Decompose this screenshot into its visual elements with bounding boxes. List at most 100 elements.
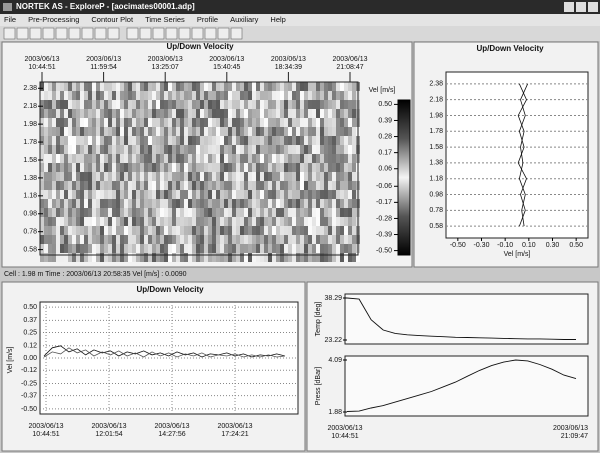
- toolbar-button[interactable]: [217, 27, 230, 40]
- contour-texture: [344, 181, 348, 190]
- contour-texture: [100, 172, 104, 181]
- contour-texture: [168, 199, 172, 208]
- contour-texture: [96, 118, 100, 127]
- toolbar-button[interactable]: [94, 27, 107, 40]
- contour-texture: [160, 217, 164, 226]
- contour-texture: [104, 136, 108, 145]
- contour-texture: [184, 109, 188, 118]
- contour-texture: [180, 235, 184, 244]
- contour-texture: [120, 136, 124, 145]
- contour-texture: [80, 127, 84, 136]
- toolbar-button[interactable]: [191, 27, 204, 40]
- contour-texture: [308, 91, 312, 100]
- menu-item[interactable]: Pre-Processing: [28, 15, 79, 24]
- contour-texture: [204, 100, 208, 109]
- contour-texture: [340, 226, 344, 235]
- toolbar-button[interactable]: [3, 27, 16, 40]
- contour-texture: [276, 109, 280, 118]
- maximize-button[interactable]: [576, 2, 586, 12]
- contour-texture: [320, 181, 324, 190]
- contour-texture: [196, 226, 200, 235]
- contour-texture: [112, 118, 116, 127]
- contour-texture: [176, 145, 180, 154]
- toolbar-button[interactable]: [139, 27, 152, 40]
- menu-item[interactable]: Profile: [197, 15, 218, 24]
- contour-texture: [48, 253, 52, 262]
- menu-item[interactable]: Auxiliary: [230, 15, 259, 24]
- toolbar-button[interactable]: [230, 27, 243, 40]
- contour-texture: [228, 118, 232, 127]
- toolbar-button[interactable]: [55, 27, 68, 40]
- contour-texture: [260, 91, 264, 100]
- colorbar-tick-label: -0.28: [376, 215, 392, 222]
- contour-texture: [224, 253, 228, 262]
- contour-texture: [56, 217, 60, 226]
- contour-texture: [136, 100, 140, 109]
- contour-texture: [128, 136, 132, 145]
- menu-item[interactable]: File: [4, 15, 16, 24]
- toolbar-button[interactable]: [107, 27, 120, 40]
- contour-texture: [204, 172, 208, 181]
- toolbar-button[interactable]: [81, 27, 94, 40]
- contour-texture: [184, 190, 188, 199]
- contour-texture: [100, 145, 104, 154]
- toolbar-button[interactable]: [42, 27, 55, 40]
- contour-texture: [244, 118, 248, 127]
- contour-texture: [268, 244, 272, 253]
- contour-texture: [144, 118, 148, 127]
- menu-item[interactable]: Help: [270, 15, 285, 24]
- contour-texture: [240, 253, 244, 262]
- contour-texture: [124, 244, 128, 253]
- y-tick-label: 1.58: [23, 157, 37, 164]
- contour-texture: [288, 136, 292, 145]
- contour-texture: [124, 163, 128, 172]
- contour-texture: [96, 136, 100, 145]
- contour-texture: [96, 244, 100, 253]
- contour-texture: [284, 181, 288, 190]
- contour-texture: [60, 127, 64, 136]
- contour-texture: [100, 235, 104, 244]
- toolbar-button[interactable]: [126, 27, 139, 40]
- contour-texture: [264, 190, 268, 199]
- contour-texture: [228, 190, 232, 199]
- contour-texture: [332, 244, 336, 253]
- menu-item[interactable]: Contour Plot: [91, 15, 134, 24]
- contour-texture: [180, 208, 184, 217]
- time-label: 21:09:47: [561, 433, 588, 440]
- contour-texture: [184, 100, 188, 109]
- toolbar-button[interactable]: [204, 27, 217, 40]
- contour-texture: [200, 145, 204, 154]
- contour-texture: [156, 217, 160, 226]
- menu-item[interactable]: Time Series: [145, 15, 185, 24]
- contour-texture: [152, 253, 156, 262]
- contour-texture: [340, 208, 344, 217]
- contour-texture: [316, 226, 320, 235]
- contour-texture: [276, 82, 280, 91]
- contour-texture: [272, 145, 276, 154]
- toolbar-button[interactable]: [29, 27, 42, 40]
- contour-texture: [172, 109, 176, 118]
- contour-texture: [264, 109, 268, 118]
- toolbar-button[interactable]: [68, 27, 81, 40]
- contour-texture: [172, 235, 176, 244]
- toolbar-button[interactable]: [178, 27, 191, 40]
- contour-texture: [212, 172, 216, 181]
- contour-texture: [144, 91, 148, 100]
- contour-texture: [336, 163, 340, 172]
- contour-texture: [80, 136, 84, 145]
- contour-texture: [108, 109, 112, 118]
- contour-texture: [292, 172, 296, 181]
- close-button[interactable]: [588, 2, 598, 12]
- contour-texture: [352, 163, 356, 172]
- contour-texture: [88, 82, 92, 91]
- contour-texture: [316, 145, 320, 154]
- minimize-button[interactable]: [564, 2, 574, 12]
- contour-texture: [320, 154, 324, 163]
- toolbar-button[interactable]: [165, 27, 178, 40]
- contour-texture: [48, 226, 52, 235]
- contour-texture: [316, 199, 320, 208]
- toolbar-button[interactable]: [16, 27, 29, 40]
- contour-texture: [128, 100, 132, 109]
- toolbar-button[interactable]: [152, 27, 165, 40]
- contour-texture: [196, 145, 200, 154]
